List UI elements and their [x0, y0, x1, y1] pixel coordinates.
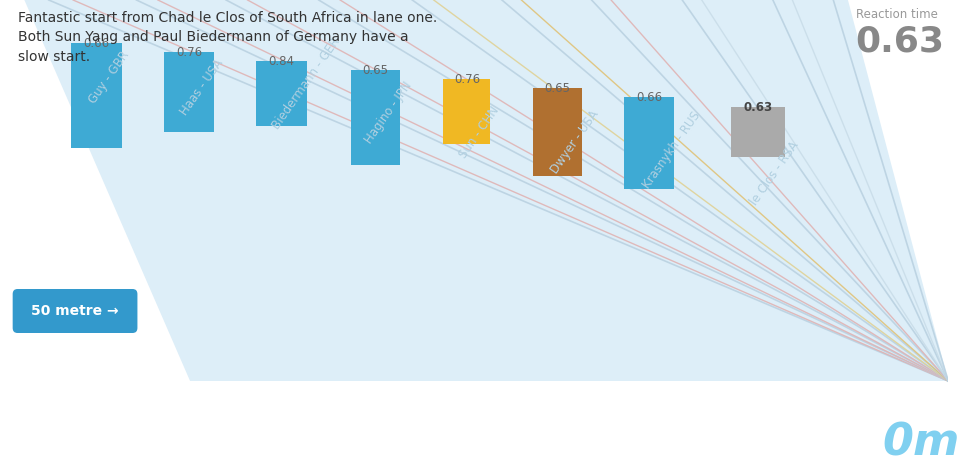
Text: 0.63: 0.63: [743, 101, 773, 114]
Text: Hagino - JPN: Hagino - JPN: [363, 79, 414, 146]
FancyBboxPatch shape: [13, 289, 137, 333]
Text: Dwyer - USA: Dwyer - USA: [549, 108, 602, 176]
Bar: [351, 70, 400, 165]
Text: 0.66: 0.66: [84, 37, 110, 50]
Text: 0.65: 0.65: [545, 82, 570, 95]
Text: Haas - USA: Haas - USA: [177, 57, 226, 118]
Bar: [163, 52, 214, 132]
Text: 0.76: 0.76: [176, 46, 202, 59]
Bar: [444, 79, 490, 144]
Text: 0.84: 0.84: [269, 55, 295, 68]
Bar: [256, 61, 307, 126]
Text: Krasnykh - RUS: Krasnykh - RUS: [640, 109, 703, 191]
Text: Sun - CHN: Sun - CHN: [457, 104, 502, 161]
Text: Fantastic start from Chad le Clos of South Africa in lane one.
Both Sun Yang and: Fantastic start from Chad le Clos of Sou…: [18, 11, 437, 64]
Text: 0.65: 0.65: [362, 64, 388, 77]
Text: Guy - GBR: Guy - GBR: [87, 49, 132, 106]
Bar: [71, 43, 122, 148]
Text: Biedermann - GER: Biedermann - GER: [270, 36, 342, 132]
Bar: [533, 88, 582, 176]
Bar: [624, 97, 674, 188]
Text: 0.66: 0.66: [636, 91, 663, 104]
Text: le Clos - RSA: le Clos - RSA: [747, 139, 801, 208]
Text: 50 metre →: 50 metre →: [31, 304, 119, 318]
Text: Reaction time: Reaction time: [855, 8, 938, 21]
Bar: [731, 107, 784, 157]
Text: 0m: 0m: [883, 421, 959, 464]
Text: 0.63: 0.63: [855, 24, 945, 58]
Text: 0.76: 0.76: [453, 73, 480, 86]
Polygon shape: [24, 0, 949, 381]
